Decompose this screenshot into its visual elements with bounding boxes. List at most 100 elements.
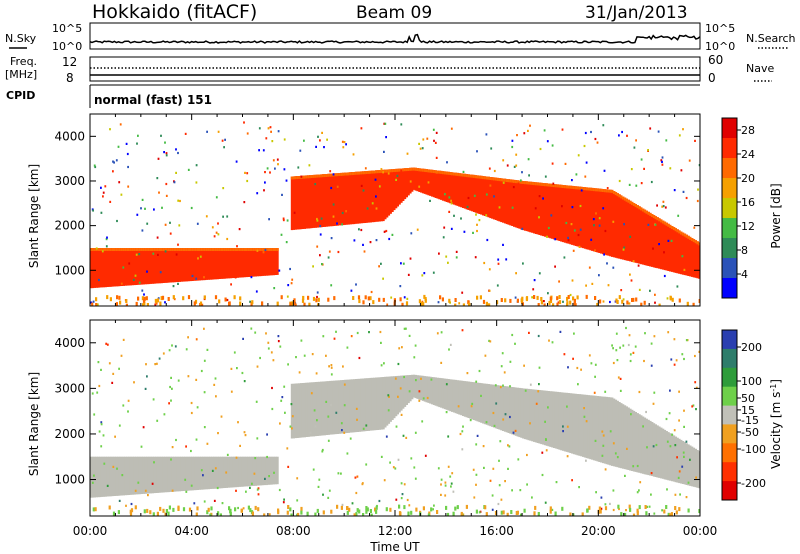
velocity-noise-cell [679, 493, 681, 496]
velocity-noise-cell [491, 494, 494, 497]
velocity-scatter-column [362, 378, 365, 432]
power-scatter-column [256, 248, 259, 277]
power-edge-cell [220, 248, 223, 251]
power-edge-cell [227, 248, 230, 251]
velocity-noise-cell [280, 399, 283, 402]
velocity-noise-cell [583, 407, 585, 410]
velocity-noise-cell [502, 384, 504, 387]
power-noise-cell [493, 169, 496, 173]
velocity-scatter-column [180, 456, 183, 492]
velocity-scatter-column [502, 385, 505, 431]
power-near-range-cell [558, 300, 562, 305]
power-noise-cell [606, 187, 609, 190]
power-edge-cell [536, 182, 539, 186]
power-edge-cell [578, 186, 581, 190]
velocity-noise-cell [567, 366, 569, 369]
power-scatter-column [690, 238, 694, 277]
velocity-scatter-column [290, 383, 294, 439]
power-scatter-column [320, 174, 323, 228]
power-scatter-column [389, 169, 392, 214]
velocity-noise-cell [414, 344, 417, 347]
velocity-scatter-column [523, 388, 527, 440]
power-scatter-column [456, 172, 459, 206]
velocity-scatter-column [166, 456, 169, 493]
velocity-noise-cell [144, 387, 147, 390]
power-noise-cell [663, 251, 665, 254]
velocity-scatter-column [338, 380, 341, 434]
velocity-noise-cell [140, 445, 143, 448]
velocity-scatter-column [651, 422, 654, 476]
power-noise-cell [594, 137, 597, 141]
velocity-noise-cell [171, 344, 173, 347]
velocity-noise-cell [325, 354, 327, 357]
nsky-label: N.Sky [5, 32, 37, 45]
power-scatter-column [398, 168, 401, 205]
velocity-noise-cell [652, 445, 655, 448]
velocity-scatter-column [487, 384, 490, 426]
power-noise-cell [380, 168, 383, 171]
power-scatter-column [676, 229, 679, 274]
power-near-range-cell [327, 297, 330, 302]
power-near-range-cell [156, 298, 160, 303]
velocity-noise-cell [270, 351, 273, 354]
power-scatter-column [563, 185, 567, 243]
velocity-scatter-column [683, 442, 687, 485]
velocity-noise-cell [361, 482, 364, 485]
power-scatter-column [643, 209, 647, 266]
power-noise-cell [226, 237, 229, 241]
power-scatter-column [452, 172, 456, 205]
power-noise-cell [316, 217, 318, 221]
velocity-near-range-cell [254, 505, 257, 510]
power-noise-cell [316, 295, 318, 299]
power-edge-cell [672, 227, 676, 231]
power-near-range-cell [509, 298, 512, 303]
velocity-noise-cell [405, 327, 407, 330]
velocity-noise-cell [383, 479, 386, 482]
power-noise-cell [466, 205, 469, 208]
power-noise-cell [515, 164, 518, 167]
velocity-noise-cell [681, 465, 684, 468]
power-near-range-cell [187, 295, 191, 300]
power-edge-cell [663, 221, 667, 225]
velocity-scatter-column [108, 456, 111, 497]
velocity-noise-cell [125, 504, 127, 507]
velocity-noise-cell [413, 466, 416, 469]
power-edge-cell [202, 248, 205, 251]
x-tick-label: 16:00 [479, 524, 514, 538]
power-edge-cell [298, 176, 301, 179]
power-near-range-cell [468, 302, 471, 306]
power-near-range-cell [556, 296, 559, 301]
velocity-near-range-cell [92, 507, 95, 512]
power-noise-cell [554, 265, 556, 268]
power-edge-cell [434, 170, 437, 174]
power-scatter-column [416, 168, 419, 192]
velocity-colorbar-tick-label: -50 [741, 426, 759, 439]
velocity-scatter-column [140, 456, 143, 494]
velocity-noise-cell [156, 419, 159, 422]
velocity-noise-cell [645, 410, 647, 414]
power-edge-cell [418, 168, 421, 172]
power-near-range-cell [214, 295, 218, 300]
power-scatter-column [120, 248, 124, 286]
power-noise-cell [598, 274, 600, 277]
velocity-near-range-cell [389, 507, 392, 512]
velocity-noise-cell [254, 331, 257, 334]
power-edge-cell [603, 189, 607, 193]
velocity-noise-cell [395, 498, 398, 501]
power-noise-cell [268, 218, 270, 221]
velocity-scatter-column [443, 378, 447, 410]
power-noise-cell [596, 141, 599, 144]
power-edge-cell [560, 184, 563, 188]
power-edge-cell [356, 171, 360, 175]
power-scatter-column [640, 207, 643, 265]
velocity-scatter-column [602, 396, 605, 464]
power-edge-cell [629, 200, 632, 204]
velocity-scatter-column [687, 444, 690, 486]
power-edge-cell [585, 187, 588, 191]
power-near-range-cell [239, 296, 242, 301]
velocity-noise-cell [414, 431, 417, 434]
velocity-noise-cell [537, 390, 540, 393]
power-edge-cell [452, 172, 456, 176]
velocity-noise-cell [612, 442, 615, 445]
power-edge-cell [305, 175, 308, 179]
